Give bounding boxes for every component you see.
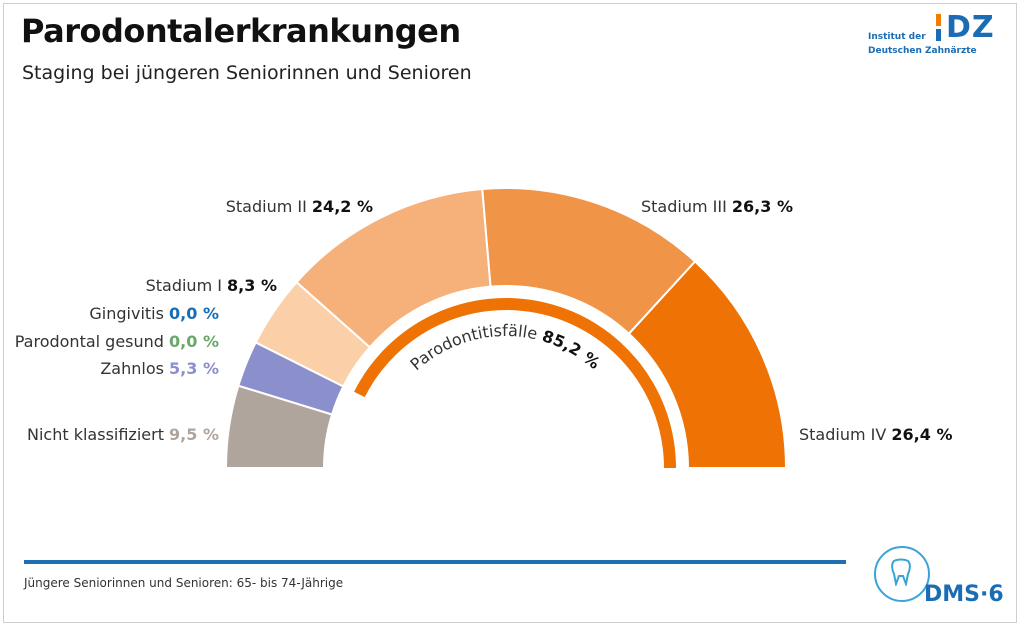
idz-logo: Institut der Deutschen Zahnärzte DZ [868, 10, 998, 58]
label-name-stadium-iv: Stadium IV [799, 425, 891, 444]
dms-logo: DMS·6 [874, 546, 1004, 610]
chart-slices [224, 187, 788, 469]
label-value-stadium-i: 8,3 % [227, 276, 277, 295]
label-value-stadium-iv: 26,4 % [891, 425, 952, 444]
chart-labels: Nicht klassifiziert 9,5 %Zahnlos 5,3 %Pa… [15, 197, 953, 444]
label-value-zahnlos: 5,3 % [169, 359, 219, 378]
tooth-icon [891, 558, 911, 586]
dms-circle [874, 546, 930, 602]
slice-stadium-iv [627, 260, 788, 469]
label-name-gingivitis: Gingivitis [89, 304, 169, 323]
footnote: Jüngere Seniorinnen und Senioren: 65- bi… [24, 576, 344, 590]
logo-line2: Deutschen Zahnärzte [868, 46, 977, 56]
dms-brand: DMS·6 [924, 582, 1004, 607]
label-stadium-iii: Stadium III 26,3 % [641, 197, 793, 216]
chart-title: Parodontalerkrankungen [21, 12, 461, 50]
summary-label: Parodontitisfälle 85,2 % [407, 321, 604, 374]
label-stadium-iv: Stadium IV 26,4 % [799, 425, 952, 444]
label-name-nicht-klassifiziert: Nicht klassifiziert [27, 425, 169, 444]
label-name-zahnlos: Zahnlos [100, 359, 169, 378]
label-name-stadium-ii: Stadium II [226, 197, 312, 216]
label-name-stadium-i: Stadium I [146, 276, 227, 295]
label-value-stadium-iii: 26,3 % [732, 197, 793, 216]
label-name-parodontal-gesund: Parodontal gesund [15, 332, 169, 351]
label-value-parodontal-gesund: 0,0 % [169, 332, 219, 351]
label-nicht-klassifiziert: Nicht klassifiziert 9,5 % [27, 425, 219, 444]
logo-line1: Institut der [868, 32, 926, 42]
label-parodontal-gesund: Parodontal gesund 0,0 % [15, 332, 219, 351]
label-zahnlos: Zahnlos 5,3 % [100, 359, 219, 378]
label-value-gingivitis: 0,0 % [169, 304, 219, 323]
logo-bar-orange [936, 14, 941, 26]
chart-frame [3, 3, 1017, 623]
label-stadium-i: Stadium I 8,3 % [146, 276, 277, 295]
label-value-stadium-ii: 24,2 % [312, 197, 373, 216]
label-value-nicht-klassifiziert: 9,5 % [169, 425, 219, 444]
chart-subtitle: Staging bei jüngeren Seniorinnen und Sen… [22, 62, 472, 84]
footer-divider [24, 560, 846, 564]
label-stadium-ii: Stadium II 24,2 % [226, 197, 373, 216]
label-name-stadium-iii: Stadium III [641, 197, 732, 216]
logo-mark: DZ [946, 10, 995, 45]
label-gingivitis: Gingivitis 0,0 % [89, 304, 219, 323]
logo-bar-blue [936, 29, 941, 41]
